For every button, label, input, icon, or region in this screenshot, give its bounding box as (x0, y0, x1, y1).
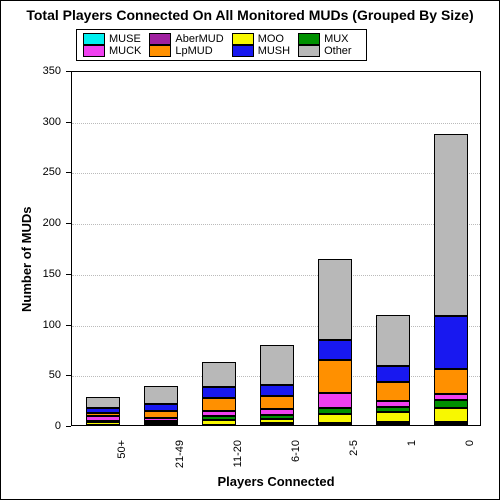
bar-segment-lpmud (434, 369, 468, 393)
bar-segment-abermud (434, 422, 468, 424)
legend-item-lpmud: LpMUD (149, 45, 231, 57)
bar-segment-moo (318, 414, 352, 423)
bar-segment-muck (318, 393, 352, 408)
legend-item-muck: MUCK (83, 45, 149, 57)
y-tick (66, 375, 71, 376)
bar-segment-muck (86, 416, 120, 421)
y-tick-labels: 0 50 100 150 200 250 300 350 (1, 1, 65, 501)
legend-table: MUSE AberMUD MOO MUX MUCK LpMUD MUSH Other (83, 33, 360, 57)
legend-label: MUSH (258, 45, 290, 57)
legend-swatch (149, 45, 171, 57)
legend-item-muse: MUSE (83, 33, 149, 45)
y-tick (66, 325, 71, 326)
legend-swatch (83, 45, 105, 57)
y-tick-label: 0 (55, 420, 61, 432)
bar-segment-muck (202, 411, 236, 416)
bar-segment-mush (144, 404, 178, 411)
bar-segment-mux (434, 400, 468, 408)
y-tick-label: 200 (43, 217, 61, 229)
legend-label: Other (324, 45, 352, 57)
legend-label: MUSE (109, 33, 141, 45)
bar-segment-moo (260, 419, 294, 423)
bar-segment-moo (202, 420, 236, 425)
y-tick (66, 122, 71, 123)
legend-swatch (232, 33, 254, 45)
bar-segment-moo (144, 423, 178, 425)
plot-area (71, 71, 481, 426)
y-tick-label: 50 (49, 369, 61, 381)
bar-segment-mush (202, 387, 236, 397)
legend-item-mush: MUSH (232, 45, 298, 57)
bar-segment-other (260, 345, 294, 386)
bar-segment-lpmud (86, 413, 120, 416)
legend-swatch (232, 45, 254, 57)
legend-label: AberMUD (175, 33, 223, 45)
legend-item-moo: MOO (232, 33, 298, 45)
legend-item-mux: MUX (298, 33, 360, 45)
bar-segment-lpmud (376, 382, 410, 400)
x-axis-label: Players Connected (71, 474, 481, 489)
bar-segment-abermud (376, 422, 410, 424)
bar-segment-other (202, 362, 236, 387)
legend-swatch (83, 33, 105, 45)
bar-segment-other (144, 386, 178, 403)
bar-segment-moo (86, 422, 120, 425)
y-tick (66, 71, 71, 72)
y-tick-label: 300 (43, 116, 61, 128)
y-tick (66, 274, 71, 275)
bar-segment-other (434, 134, 468, 317)
bar-segment-mush (86, 408, 120, 413)
bar-segment-lpmud (318, 360, 352, 392)
legend-swatch (298, 33, 320, 45)
bar-segment-moo (434, 408, 468, 422)
bar-segment-mush (376, 366, 410, 382)
y-tick-label: 250 (43, 166, 61, 178)
legend-label: MUCK (109, 45, 141, 57)
bar-segment-mush (260, 385, 294, 395)
bar-segment-other (318, 259, 352, 340)
bar-segment-other (376, 315, 410, 366)
legend-label: MUX (324, 33, 348, 45)
legend-swatch (298, 45, 320, 57)
y-tick-label: 150 (43, 268, 61, 280)
bar-segment-mux (144, 421, 178, 423)
bar-segment-mux (376, 407, 410, 412)
bar-segment-moo (376, 412, 410, 422)
bar-segment-muck (144, 418, 178, 421)
bar-segment-muck (434, 394, 468, 400)
bar-segment-mux (202, 416, 236, 420)
bar-segment-lpmud (260, 396, 294, 409)
bar-segment-other (86, 397, 120, 408)
legend-item-abermud: AberMUD (149, 33, 231, 45)
y-tick-label: 350 (43, 65, 61, 77)
bar-segment-lpmud (202, 398, 236, 411)
legend-swatch (149, 33, 171, 45)
legend-label: LpMUD (175, 45, 212, 57)
legend-item-other: Other (298, 45, 360, 57)
chart-title: Total Players Connected On All Monitored… (1, 7, 499, 23)
y-tick (66, 172, 71, 173)
bar-segment-mush (318, 340, 352, 360)
bar-segment-muck (260, 409, 294, 415)
bars-container (72, 72, 480, 425)
bar-segment-mux (260, 415, 294, 419)
bar-segment-mux (318, 408, 352, 414)
bar-segment-abermud (260, 423, 294, 425)
y-tick (66, 223, 71, 224)
bar-segment-mush (434, 316, 468, 369)
chart-frame: Total Players Connected On All Monitored… (0, 0, 500, 500)
bar-segment-muck (376, 401, 410, 407)
legend-label: MOO (258, 33, 284, 45)
legend: MUSE AberMUD MOO MUX MUCK LpMUD MUSH Other (76, 29, 367, 61)
bar-segment-lpmud (144, 411, 178, 418)
y-tick-label: 100 (43, 319, 61, 331)
y-tick (66, 426, 71, 427)
